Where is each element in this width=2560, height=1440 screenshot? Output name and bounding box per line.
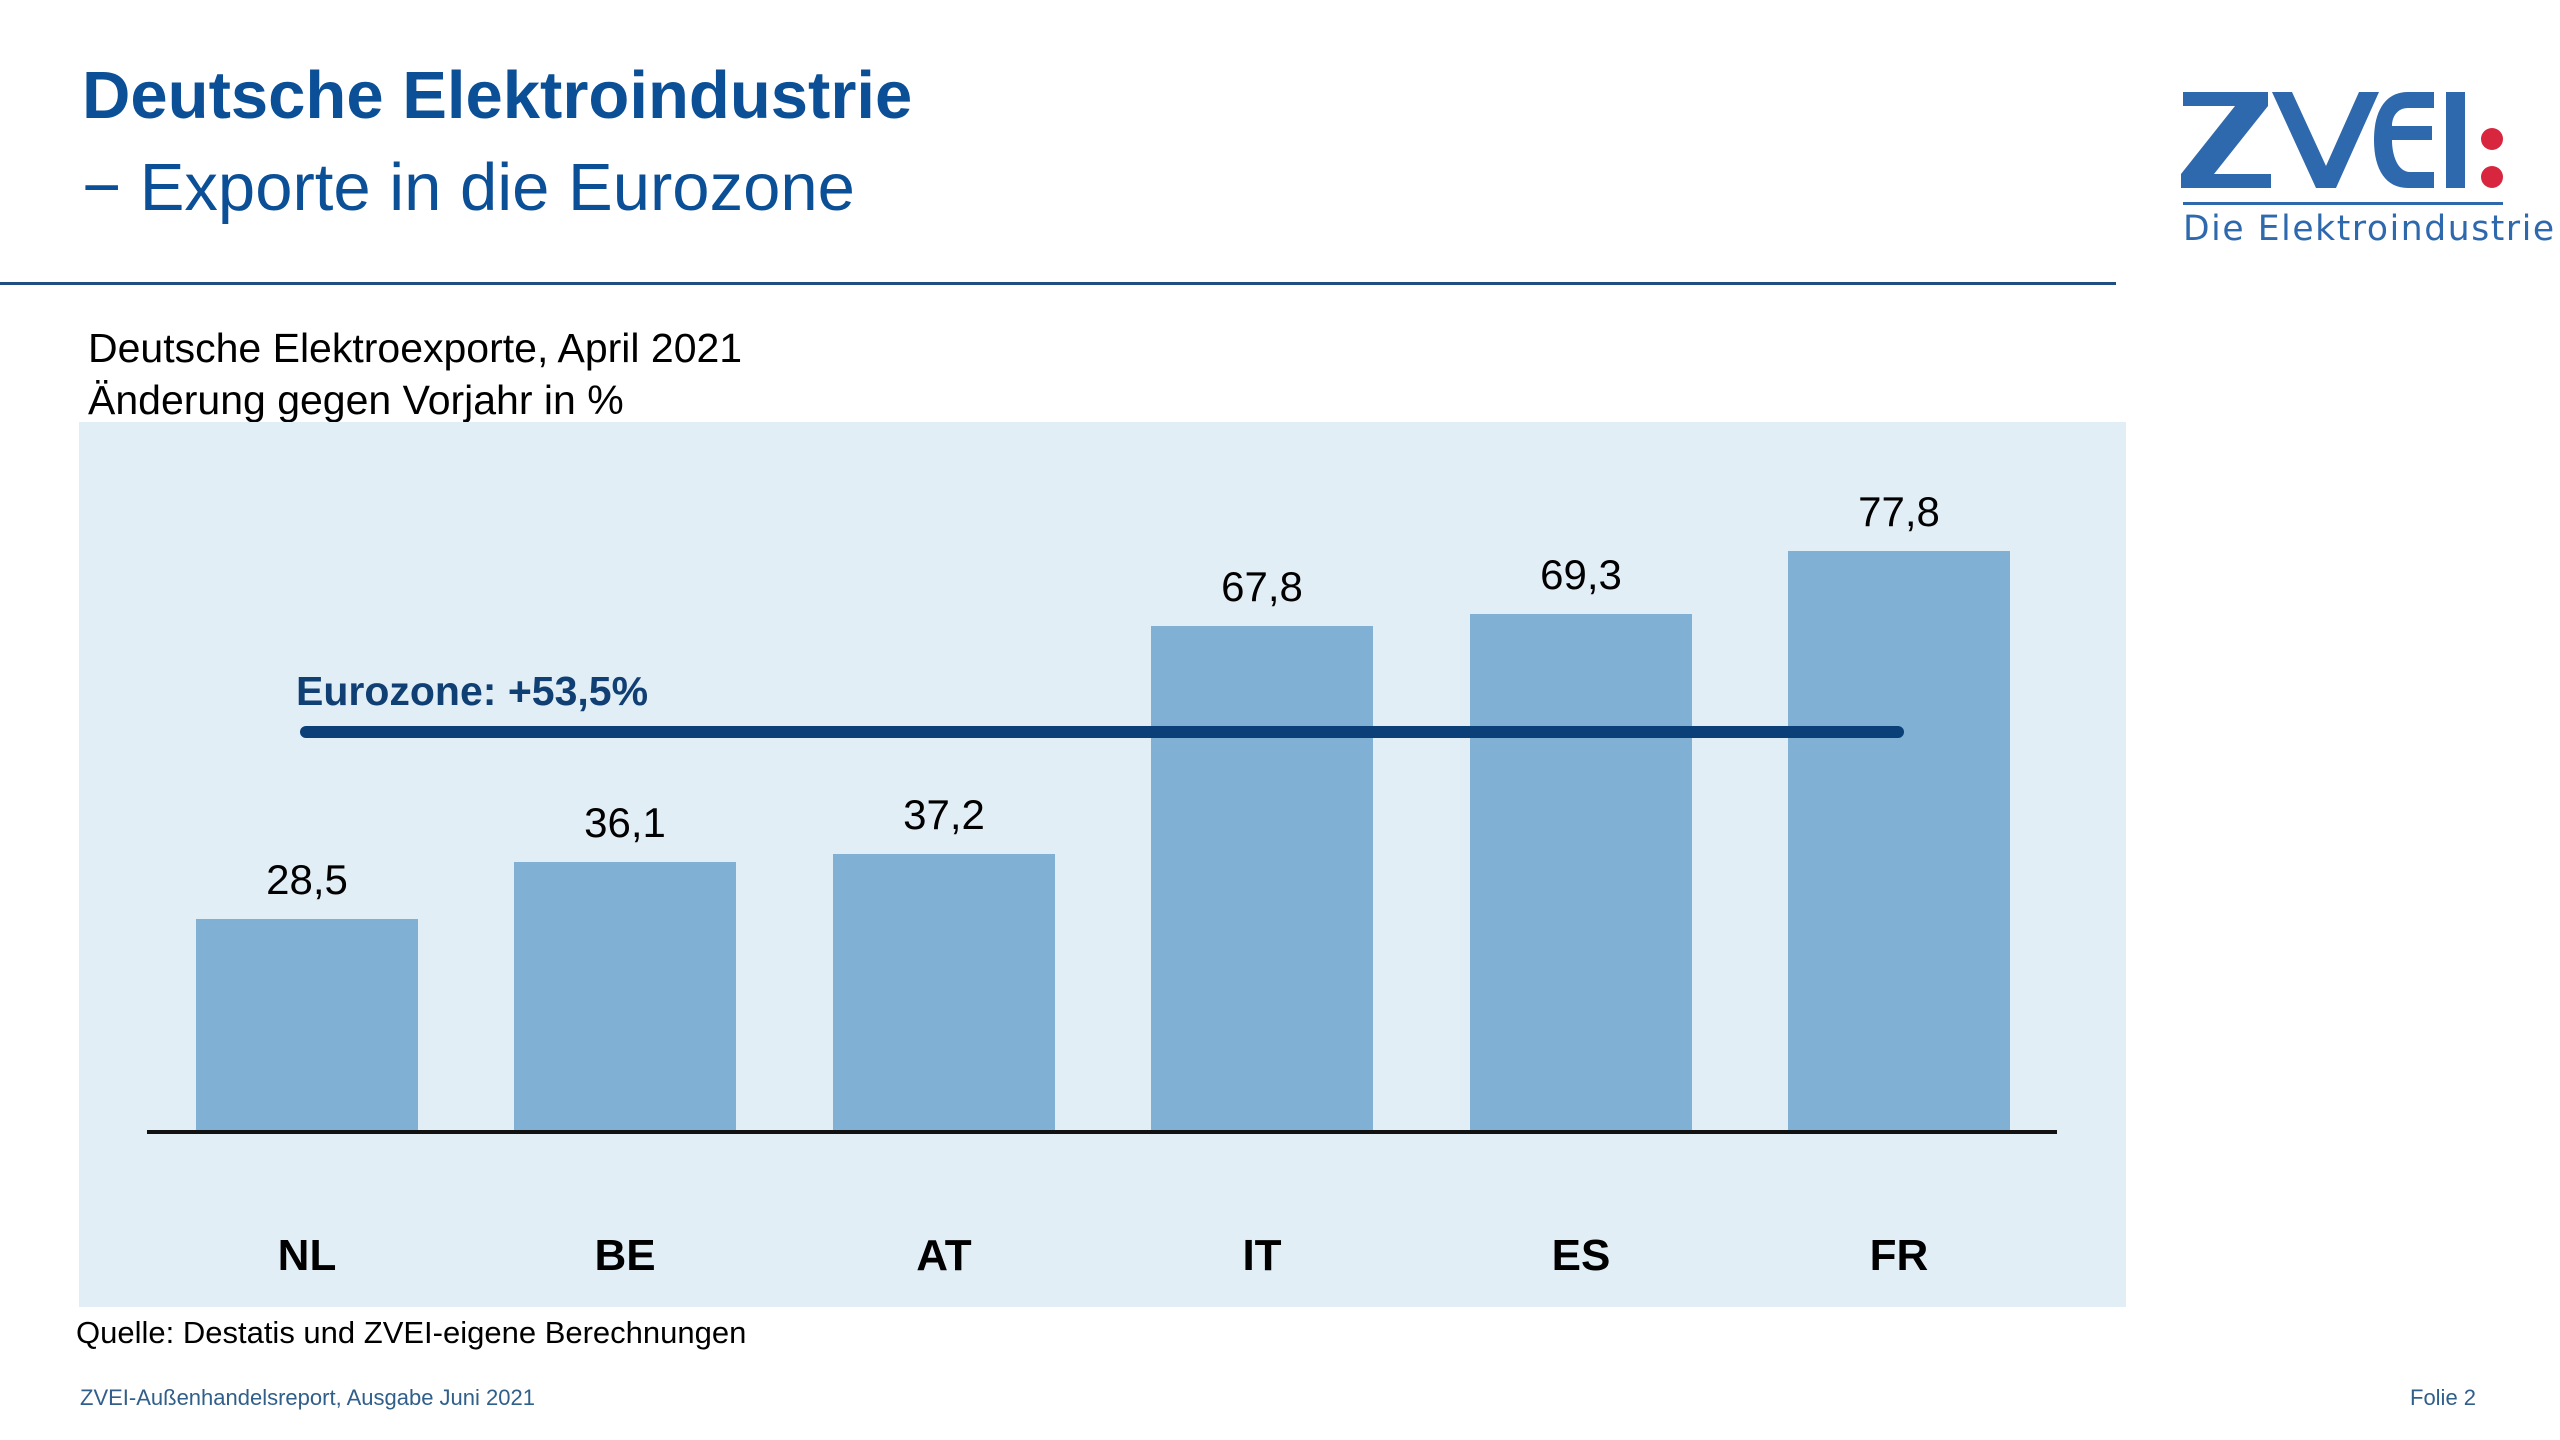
category-label-be: BE: [594, 1231, 656, 1280]
header-divider: [0, 282, 2116, 285]
bar-value-label: 28,5: [266, 856, 348, 903]
category-label-at: AT: [916, 1231, 972, 1280]
source-note: Quelle: Destatis und ZVEI-eigene Berechn…: [76, 1315, 747, 1350]
bar-value-label: 37,2: [903, 791, 985, 838]
category-label-nl: NL: [277, 1231, 337, 1280]
category-label-es: ES: [1551, 1231, 1611, 1280]
bar-nl: [196, 919, 418, 1132]
zvei-logo: Die Elektroindustrie: [2176, 86, 2554, 256]
bar-value-label: 69,3: [1540, 551, 1622, 598]
bar-it: [1151, 626, 1373, 1132]
bar-be: [514, 862, 736, 1132]
category-label-it: IT: [1242, 1231, 1282, 1280]
bar-fr: [1788, 551, 2010, 1132]
slide-subtitle: − Exporte in die Eurozone: [82, 150, 855, 225]
chart-title: Deutsche Elektroexporte, April 2021: [88, 325, 743, 371]
bar-value-label: 67,8: [1221, 563, 1303, 610]
bar-at: [833, 854, 1055, 1132]
logo-tagline: Die Elektroindustrie: [2183, 209, 2556, 249]
bar-value-label: 77,8: [1858, 488, 1940, 535]
zvei-wordmark-icon: [2181, 92, 2503, 205]
eurozone-reference-line: [300, 726, 1904, 739]
slide-title: Deutsche Elektroindustrie: [82, 58, 913, 133]
bar-value-label: 36,1: [584, 799, 666, 846]
x-axis-line: [147, 1130, 2057, 1134]
category-label-fr: FR: [1869, 1231, 1929, 1280]
chart-heading: Deutsche Elektroexporte, April 2021 Ände…: [88, 322, 742, 426]
chart-subtitle: Änderung gegen Vorjahr in %: [88, 377, 624, 423]
bar-es: [1470, 614, 1692, 1132]
footer-publication: ZVEI-Außenhandelsreport, Ausgabe Juni 20…: [80, 1385, 535, 1410]
slide-number: Folie 2: [2410, 1385, 2477, 1410]
eurozone-reference-label: Eurozone: +53,5%: [296, 668, 649, 714]
chart-panel: [79, 422, 2126, 1307]
